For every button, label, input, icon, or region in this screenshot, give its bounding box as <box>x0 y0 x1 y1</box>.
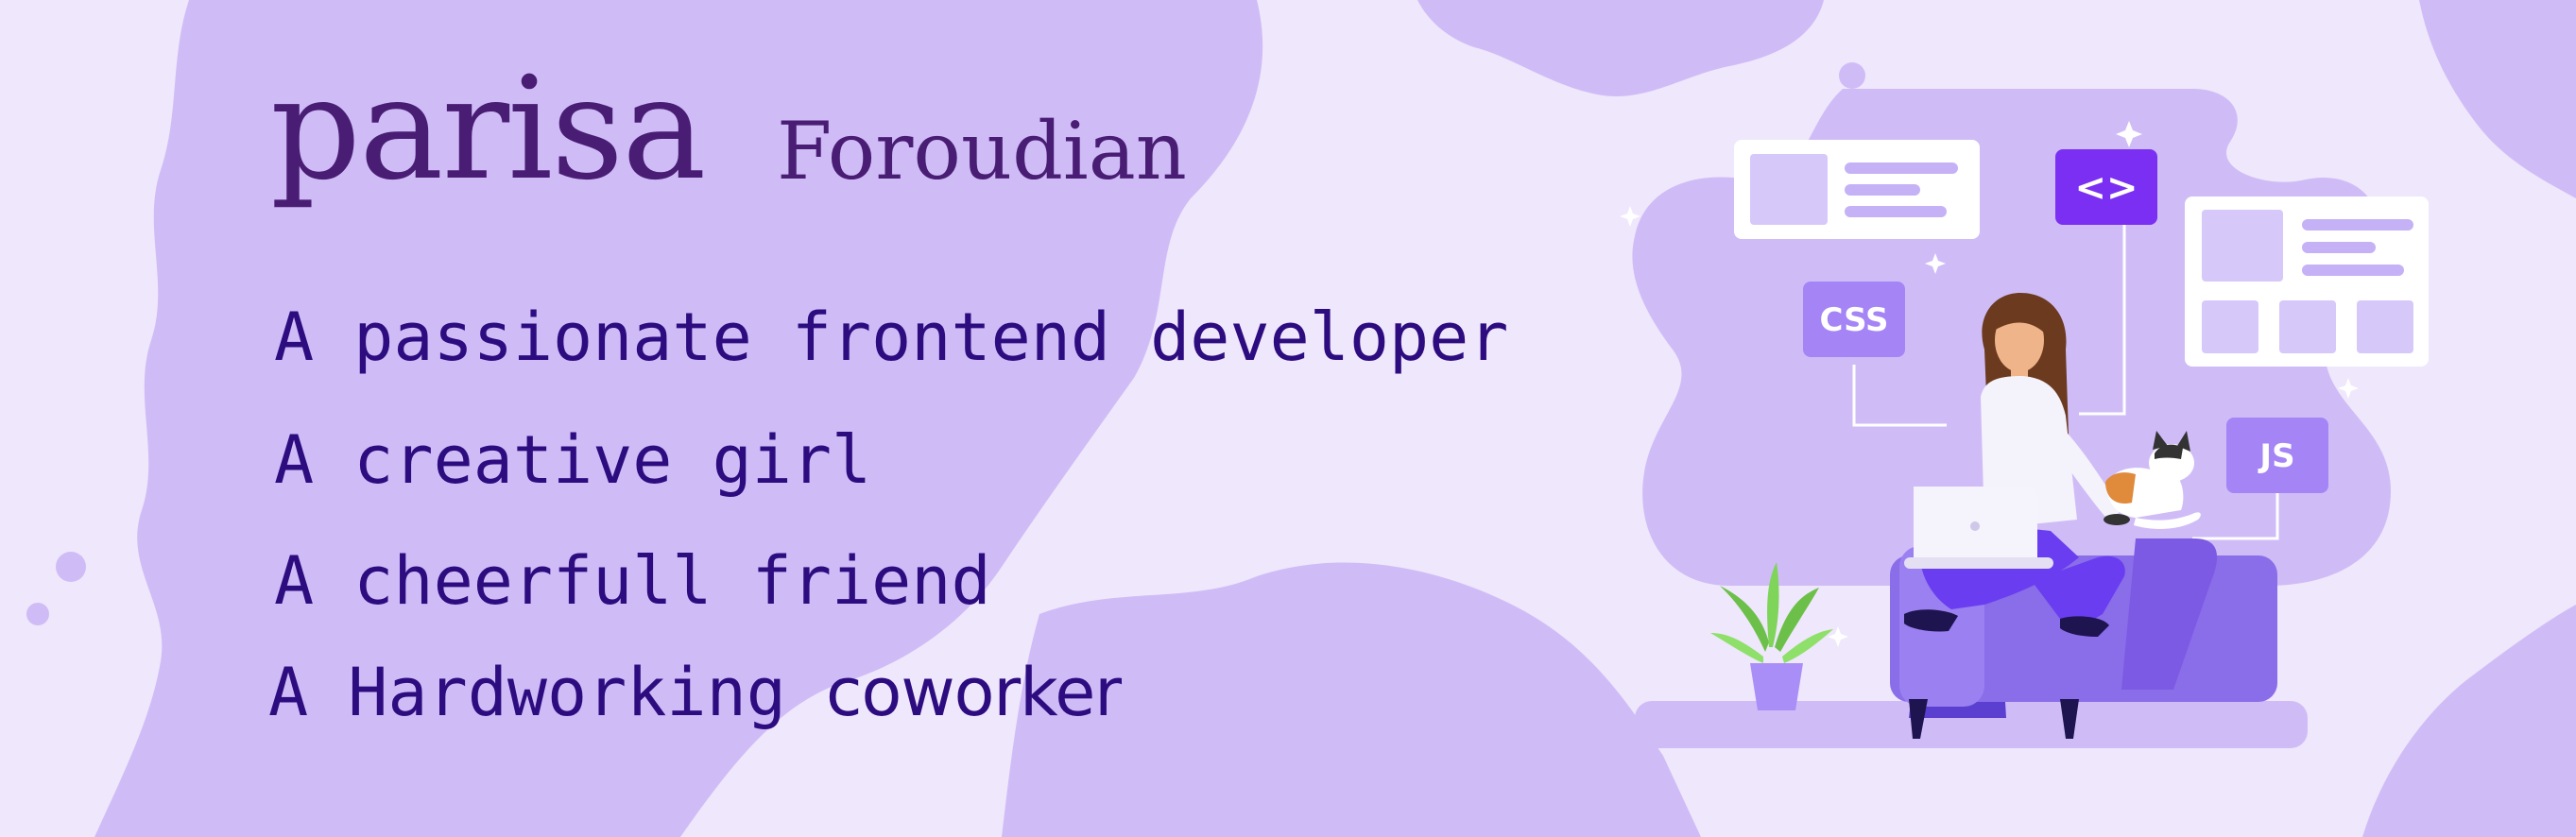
developer-illustration: <> CSS JS <box>1620 89 2429 748</box>
tagline-accent: coworker <box>826 654 1122 731</box>
sparkle-icon <box>1620 121 2359 647</box>
map-island-top <box>1417 0 1824 97</box>
tagline: A cheerfull friend <box>274 542 991 620</box>
css-badge-icon: CSS <box>1803 282 1905 357</box>
js-badge-icon: JS <box>2226 418 2328 493</box>
map-islet <box>1408 614 1427 633</box>
connector-lines <box>1852 225 2279 540</box>
map-continent-left <box>94 0 1263 837</box>
map-continent-right-bottom <box>2362 605 2576 837</box>
tagline: A passionate frontend developer <box>274 299 1509 376</box>
map-islet <box>56 552 86 582</box>
plant-icon <box>1710 562 1833 710</box>
map-continent-bottom <box>1002 562 1701 837</box>
last-name: Foroudian <box>777 105 1187 197</box>
tagline-prefix: A Hardworking <box>268 654 827 731</box>
js-badge-label: JS <box>2258 437 2294 475</box>
first-name: parisa <box>270 47 707 212</box>
map-islet <box>1839 62 1865 89</box>
tagline: A Hardworking coworker <box>268 659 1122 726</box>
tagline: A creative girl <box>274 421 872 499</box>
map-islet <box>1338 591 1365 618</box>
laptop-icon <box>1904 487 2053 569</box>
layout-card-icon <box>2185 196 2429 367</box>
cat-icon <box>2104 431 2201 529</box>
css-badge-label: CSS <box>1819 301 1888 339</box>
map-continent-right-top <box>2419 0 2576 198</box>
floor-shelf <box>1635 701 2308 748</box>
map-islet <box>26 603 49 625</box>
browser-card-icon <box>1734 140 1980 239</box>
code-badge-icon: <> <box>2055 149 2157 225</box>
code-badge-label: <> <box>2074 166 2138 210</box>
